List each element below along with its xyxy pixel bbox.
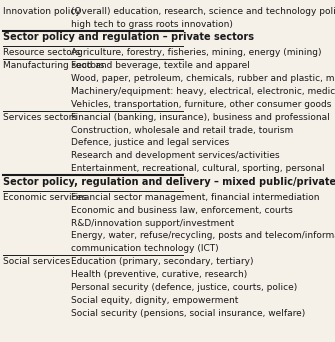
Text: communication technology (ICT): communication technology (ICT) — [71, 244, 219, 253]
Text: Manufacturing sectors: Manufacturing sectors — [3, 61, 105, 70]
Text: Food and beverage, textile and apparel: Food and beverage, textile and apparel — [71, 61, 250, 70]
Text: Financial sector management, financial intermediation: Financial sector management, financial i… — [71, 193, 320, 202]
Text: Defence, justice and legal services: Defence, justice and legal services — [71, 139, 229, 147]
Text: Innovation policy: Innovation policy — [3, 7, 81, 16]
Text: Social services: Social services — [3, 257, 70, 266]
Text: high tech to grass roots innovation): high tech to grass roots innovation) — [71, 19, 233, 29]
Text: Research and development services/activities: Research and development services/activi… — [71, 151, 280, 160]
Text: Vehicles, transportation, furniture, other consumer goods: Vehicles, transportation, furniture, oth… — [71, 100, 331, 109]
Text: (Overall) education, research, science and technology policies (from: (Overall) education, research, science a… — [71, 7, 335, 16]
Text: Education (primary, secondary, tertiary): Education (primary, secondary, tertiary) — [71, 257, 254, 266]
Text: Health (preventive, curative, research): Health (preventive, curative, research) — [71, 270, 247, 279]
Text: R&D/innovation support/investment: R&D/innovation support/investment — [71, 219, 234, 227]
Text: Sector policy, regulation and delivery – mixed public/private sectors: Sector policy, regulation and delivery –… — [3, 177, 335, 187]
Text: Entertainment, recreational, cultural, sporting, personal: Entertainment, recreational, cultural, s… — [71, 164, 325, 173]
Text: Agriculture, forestry, fisheries, mining, energy (mining): Agriculture, forestry, fisheries, mining… — [71, 48, 322, 57]
Text: Financial (banking, insurance), business and professional: Financial (banking, insurance), business… — [71, 113, 330, 122]
Text: Social equity, dignity, empowerment: Social equity, dignity, empowerment — [71, 296, 239, 305]
Text: Services sectors: Services sectors — [3, 113, 77, 122]
Text: Resource sectors: Resource sectors — [3, 48, 80, 57]
Text: Construction, wholesale and retail trade, tourism: Construction, wholesale and retail trade… — [71, 126, 293, 134]
Text: Economic services: Economic services — [3, 193, 87, 202]
Text: Energy, water, refuse/recycling, posts and telecom/information and: Energy, water, refuse/recycling, posts a… — [71, 232, 335, 240]
Text: Wood, paper, petroleum, chemicals, rubber and plastic, metals: Wood, paper, petroleum, chemicals, rubbe… — [71, 74, 335, 83]
Text: Personal security (defence, justice, courts, police): Personal security (defence, justice, cou… — [71, 283, 297, 292]
Text: Sector policy and regulation – private sectors: Sector policy and regulation – private s… — [3, 32, 254, 42]
Text: Machinery/equipment: heavy, electrical, electronic, medical: Machinery/equipment: heavy, electrical, … — [71, 87, 335, 96]
Text: Social security (pensions, social insurance, welfare): Social security (pensions, social insura… — [71, 309, 305, 318]
Text: Economic and business law, enforcement, courts: Economic and business law, enforcement, … — [71, 206, 293, 215]
